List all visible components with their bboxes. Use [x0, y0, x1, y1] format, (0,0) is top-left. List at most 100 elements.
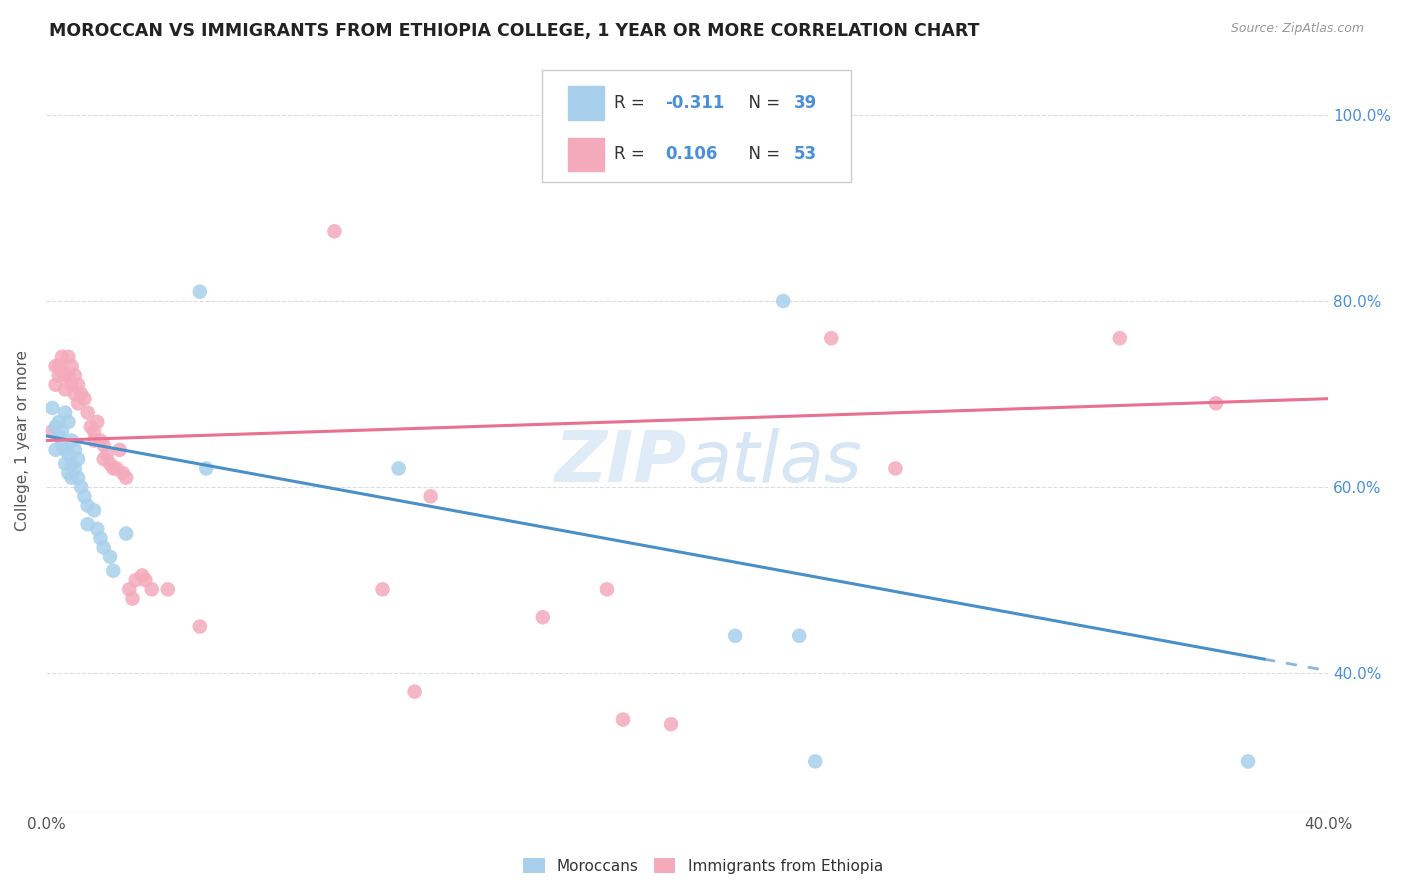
Point	[58, 415, 80, 429]
Point	[51, 438, 73, 452]
Point	[125, 573, 148, 587]
Point	[48, 415, 70, 429]
Text: ZIP: ZIP	[555, 428, 688, 498]
Point	[63, 442, 86, 457]
Point	[41, 401, 63, 415]
Point	[51, 424, 73, 438]
Point	[53, 442, 76, 457]
Point	[83, 434, 105, 448]
Point	[48, 359, 70, 373]
Point	[83, 424, 105, 438]
Y-axis label: College, 1 year or more: College, 1 year or more	[15, 350, 30, 531]
Point	[66, 396, 89, 410]
Point	[804, 755, 827, 769]
Bar	[568, 87, 603, 120]
Point	[111, 466, 134, 480]
Point	[188, 619, 211, 633]
Point	[58, 448, 80, 462]
Point	[48, 368, 70, 383]
Point	[115, 471, 138, 485]
Point	[66, 377, 89, 392]
Text: -0.311: -0.311	[665, 94, 724, 112]
Point	[820, 331, 842, 345]
FancyBboxPatch shape	[543, 70, 851, 182]
Text: MOROCCAN VS IMMIGRANTS FROM ETHIOPIA COLLEGE, 1 YEAR OR MORE CORRELATION CHART: MOROCCAN VS IMMIGRANTS FROM ETHIOPIA COL…	[49, 22, 980, 40]
Point	[98, 549, 121, 564]
Point	[45, 359, 67, 373]
Point	[1205, 396, 1227, 410]
Bar	[568, 137, 603, 171]
Text: atlas: atlas	[688, 428, 862, 498]
Point	[115, 526, 138, 541]
Point	[156, 582, 179, 597]
Point	[93, 438, 115, 452]
Point	[419, 489, 441, 503]
Text: 53: 53	[793, 145, 817, 163]
Point	[105, 461, 128, 475]
Point	[80, 419, 103, 434]
Point	[141, 582, 163, 597]
Point	[724, 629, 747, 643]
Text: R =: R =	[614, 94, 650, 112]
Point	[404, 684, 426, 698]
Point	[58, 466, 80, 480]
Point	[41, 424, 63, 438]
Legend: Moroccans, Immigrants from Ethiopia: Moroccans, Immigrants from Ethiopia	[517, 852, 889, 880]
Point	[371, 582, 394, 597]
Point	[60, 359, 83, 373]
Point	[51, 364, 73, 378]
Point	[659, 717, 682, 731]
Point	[787, 629, 810, 643]
Point	[51, 350, 73, 364]
Point	[195, 461, 218, 475]
Point	[48, 429, 70, 443]
Point	[89, 434, 111, 448]
Point	[45, 442, 67, 457]
Point	[387, 461, 409, 475]
Point	[323, 224, 346, 238]
Point	[66, 452, 89, 467]
Point	[98, 457, 121, 471]
Point	[83, 503, 105, 517]
Point	[73, 392, 96, 406]
Point	[45, 377, 67, 392]
Point	[596, 582, 619, 597]
Point	[131, 568, 153, 582]
Point	[108, 442, 131, 457]
Text: 39: 39	[793, 94, 817, 112]
Point	[70, 387, 93, 401]
Point	[66, 471, 89, 485]
Text: N =: N =	[738, 94, 786, 112]
Point	[70, 480, 93, 494]
Point	[93, 452, 115, 467]
Text: Source: ZipAtlas.com: Source: ZipAtlas.com	[1230, 22, 1364, 36]
Point	[118, 582, 141, 597]
Point	[1108, 331, 1130, 345]
Point	[121, 591, 143, 606]
Point	[63, 461, 86, 475]
Point	[1237, 755, 1260, 769]
Point	[53, 457, 76, 471]
Point	[93, 541, 115, 555]
Text: R =: R =	[614, 145, 650, 163]
Point	[86, 415, 108, 429]
Point	[103, 564, 125, 578]
Point	[60, 471, 83, 485]
Point	[60, 434, 83, 448]
Text: 0.106: 0.106	[665, 145, 717, 163]
Point	[53, 406, 76, 420]
Point	[58, 368, 80, 383]
Point	[612, 713, 634, 727]
Point	[60, 457, 83, 471]
Point	[63, 387, 86, 401]
Point	[86, 522, 108, 536]
Point	[53, 383, 76, 397]
Point	[45, 419, 67, 434]
Point	[772, 293, 794, 308]
Point	[134, 573, 156, 587]
Point	[63, 368, 86, 383]
Point	[60, 377, 83, 392]
Point	[76, 499, 98, 513]
Point	[58, 350, 80, 364]
Point	[531, 610, 554, 624]
